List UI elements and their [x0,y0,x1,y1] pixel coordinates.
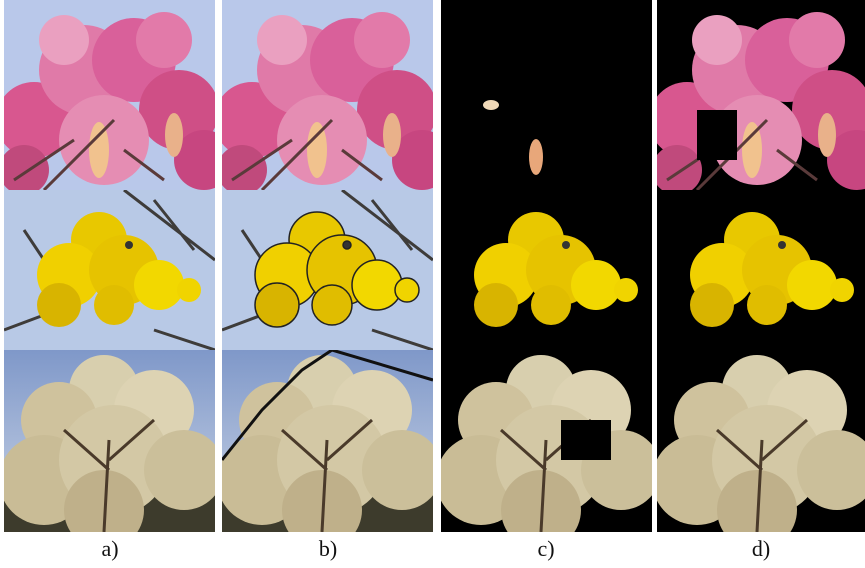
panel-label: a) [101,536,118,561]
figure: a) b) c) d) [0,0,865,568]
panel-label: d) [752,536,770,561]
column-b [214,0,452,550]
column-a [0,0,234,550]
panel-label: b) [319,536,337,561]
column-d [649,0,865,550]
panel-label: c) [537,536,554,561]
page: a) b) c) d) (() => { const data = JSON.p… [0,0,865,568]
column-c [436,0,661,550]
